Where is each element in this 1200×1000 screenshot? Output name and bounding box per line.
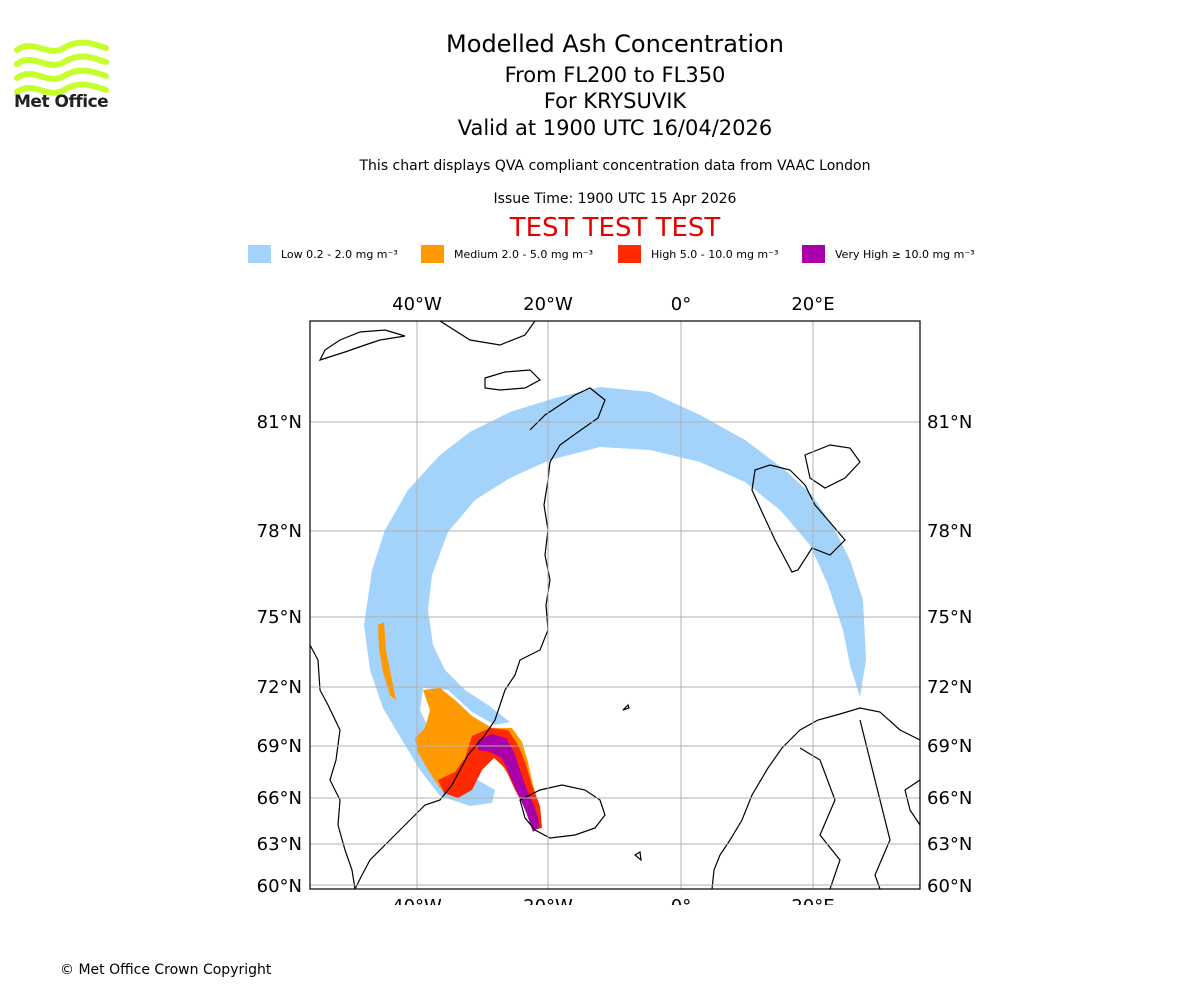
lat-label-right-75n: 75°N [927,607,972,628]
chart-title: Modelled Ash Concentration [446,30,784,58]
lat-label-left-69n: 69°N [257,736,302,757]
lat-label-right-63n: 63°N [927,834,972,855]
greenland-west-coast-icon [310,644,356,889]
finland-border-icon [859,719,891,889]
volcano-name: For KRYSUVIK [543,89,687,113]
legend-label-high: High 5.0 - 10.0 mg m⁻³ [651,247,779,261]
ash-plume-very-high [478,734,540,832]
faroe-icon [633,851,642,862]
iceland-icon [519,784,606,839]
legend-label-very-high: Very High ≥ 10.0 mg m⁻³ [835,247,975,261]
lat-label-right-66n: 66°N [927,788,972,809]
scandinavia-coast-icon [711,707,920,889]
lat-label-right-60n: 60°N [927,876,972,897]
issue-time: Issue Time: 1900 UTC 15 Apr 2026 [493,191,737,207]
valid-time: Valid at 1900 UTC 16/04/2026 [457,116,773,140]
met-office-logo-text: Met Office [14,92,109,112]
jan-mayen-icon [622,703,630,711]
met-office-logo-icon [14,39,109,96]
legend-swatch-high [618,245,641,263]
lat-label-left-63n: 63°N [257,834,302,855]
lat-label-right-72n: 72°N [927,677,972,698]
ash-concentration-map: 40°W 20°W 0° 20°E 40°W 20°W 0° 20°E 81°N… [257,294,973,905]
legend-swatch-very-high [802,245,825,263]
lat-label-left-78n: 78°N [257,521,302,542]
lon-label-top-40w: 40°W [392,294,442,315]
lat-label-right-81n: 81°N [927,412,972,433]
lon-label-bottom-0: 0° [671,896,691,905]
legend-swatch-medium [421,245,444,263]
lon-label-bottom-20e: 20°E [791,896,834,905]
map-frame [309,320,921,890]
ash-plume-high [438,728,542,830]
lat-label-left-66n: 66°N [257,788,302,809]
peary-land-icon [484,369,541,391]
lat-label-left-60n: 60°N [257,876,302,897]
ellesmere-coast-icon [439,321,536,346]
lon-label-bottom-20w: 20°W [523,896,573,905]
greenland-coast-icon [354,387,606,889]
baltic-coast-icon [904,779,920,826]
chart-subtitle: This chart displays QVA compliant concen… [359,158,871,174]
legend-label-medium: Medium 2.0 - 5.0 mg m⁻³ [454,247,594,261]
lat-label-right-78n: 78°N [927,521,972,542]
legend-item-medium: Medium 2.0 - 5.0 mg m⁻³ [421,244,593,264]
flight-level-range: From FL200 to FL350 [504,63,726,87]
legend-item-high: High 5.0 - 10.0 mg m⁻³ [618,244,778,264]
svalbard-icon [751,464,846,573]
legend-swatch-low [248,245,271,263]
coastlines [310,321,920,889]
ash-plume-medium-fringe [378,622,396,700]
lat-label-right-69n: 69°N [927,736,972,757]
map-gridlines [310,321,920,889]
lat-label-left-81n: 81°N [257,412,302,433]
lon-label-bottom-40w: 40°W [392,896,442,905]
legend-label-low: Low 0.2 - 2.0 mg m⁻³ [281,247,398,261]
legend-item-very-high: Very High ≥ 10.0 mg m⁻³ [802,244,975,264]
lon-label-top-20e: 20°E [791,294,834,315]
lat-label-left-72n: 72°N [257,677,302,698]
lat-label-left-75n: 75°N [257,607,302,628]
arctic-islands-icon [318,329,406,362]
copyright-notice: © Met Office Crown Copyright [60,962,272,978]
lon-label-top-20w: 20°W [523,294,573,315]
test-banner: TEST TEST TEST [509,213,721,243]
legend-item-low: Low 0.2 - 2.0 mg m⁻³ [248,244,398,264]
lon-label-top-0: 0° [671,294,691,315]
scandinavia-border-icon [799,747,841,889]
